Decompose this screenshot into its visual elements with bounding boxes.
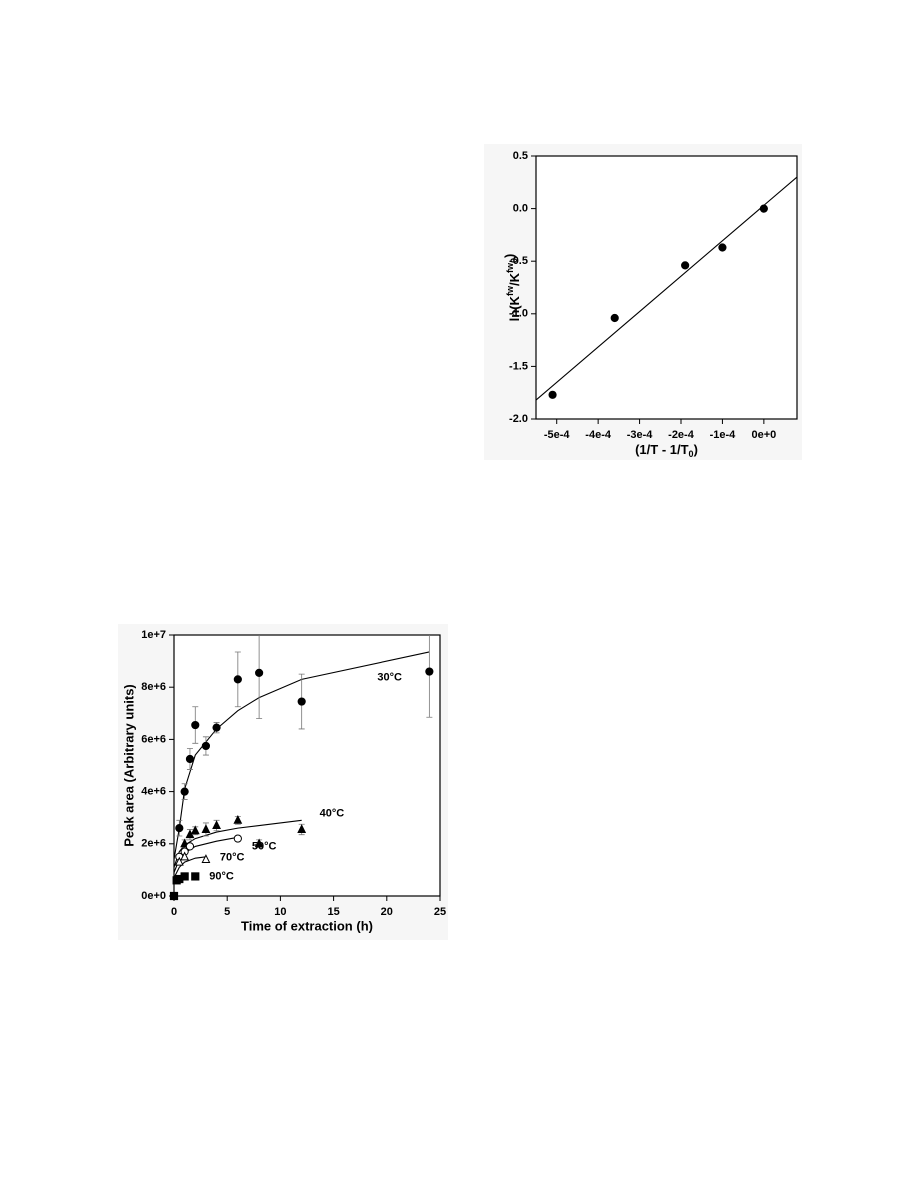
y-axis-label-part: ln(K — [507, 295, 522, 321]
y-axis-label: ln(Kfw/Kfw0) — [502, 254, 522, 322]
point — [185, 754, 195, 764]
point — [180, 851, 190, 861]
y-tick-label: -2.0 — [509, 413, 528, 425]
point — [233, 675, 242, 684]
point — [425, 667, 434, 676]
y-tick-label: 0e+0 — [141, 890, 166, 902]
point — [175, 824, 184, 833]
x-tick-label: -5e-4 — [544, 429, 571, 441]
point — [190, 825, 200, 835]
point — [201, 741, 211, 751]
x-tick-label: 20 — [381, 906, 393, 918]
x-tick-label: 25 — [434, 906, 446, 918]
y-tick-label: -1.5 — [509, 360, 528, 372]
x-tick-label: 0 — [171, 906, 177, 918]
x-tick-label: -3e-4 — [627, 429, 654, 441]
y-axis-label-part: /K — [507, 272, 522, 286]
fit-line — [173, 856, 206, 878]
fit-line — [535, 176, 798, 401]
y-tick-label: 6e+6 — [141, 733, 166, 745]
point — [180, 872, 189, 881]
x-tick-label: 5 — [224, 906, 230, 918]
point — [201, 854, 211, 863]
series-label: 40°C — [320, 807, 345, 819]
point — [180, 787, 189, 796]
x-tick-label: -1e-4 — [710, 429, 737, 441]
point — [233, 814, 243, 824]
x-tick-label: -2e-4 — [668, 429, 695, 441]
y-tick-label: 0.0 — [513, 203, 528, 215]
point — [718, 243, 727, 252]
point — [212, 723, 221, 732]
point — [610, 313, 619, 323]
point — [185, 842, 195, 851]
point — [191, 720, 200, 730]
x-tick-label: -4e-4 — [585, 429, 612, 441]
y-axis-label-part: fw — [505, 285, 515, 296]
point — [254, 838, 264, 848]
plot-frame — [535, 155, 798, 420]
point — [233, 834, 242, 843]
point — [169, 891, 179, 901]
x-axis-label: Time of extraction (h) — [241, 918, 373, 933]
series-label: 30°C — [377, 671, 402, 683]
point — [255, 668, 264, 677]
point — [201, 824, 211, 833]
point — [191, 872, 200, 881]
point — [681, 261, 690, 270]
x-axis-label-part: ) — [694, 442, 698, 457]
point — [212, 820, 221, 830]
point — [174, 856, 184, 866]
y-tick-label: 8e+6 — [141, 681, 166, 693]
x-axis-label-part: (1/T - 1/T — [635, 442, 689, 457]
x-axis-label: (1/T - 1/T0) — [635, 442, 698, 459]
series-label: 50°C — [252, 840, 277, 852]
error-bar — [426, 635, 433, 718]
x-tick-label: 15 — [327, 906, 339, 918]
point — [297, 824, 307, 833]
x-tick-label: 10 — [274, 906, 286, 918]
y-tick-label: 0.5 — [513, 150, 528, 162]
y-axis-label-part: 0 — [509, 258, 519, 263]
x-tick-label: 0e+0 — [751, 429, 776, 441]
y-tick-label: 2e+6 — [141, 838, 166, 850]
y-tick-label: 1e+7 — [141, 629, 166, 641]
point — [297, 697, 306, 706]
y-tick-label: -0.5 — [509, 255, 528, 267]
series-label: 90°C — [209, 870, 234, 882]
y-tick-label: -1.0 — [509, 308, 528, 320]
y-tick-label: 4e+6 — [141, 786, 166, 798]
x-axis-label-part: 0 — [689, 449, 694, 459]
point — [548, 390, 557, 399]
y-axis-label-part: ) — [502, 254, 517, 258]
series-label: 70°C — [220, 851, 245, 863]
y-axis-label: Peak area (Arbitrary units) — [121, 684, 136, 847]
y-axis-label-part: fw — [505, 262, 515, 273]
